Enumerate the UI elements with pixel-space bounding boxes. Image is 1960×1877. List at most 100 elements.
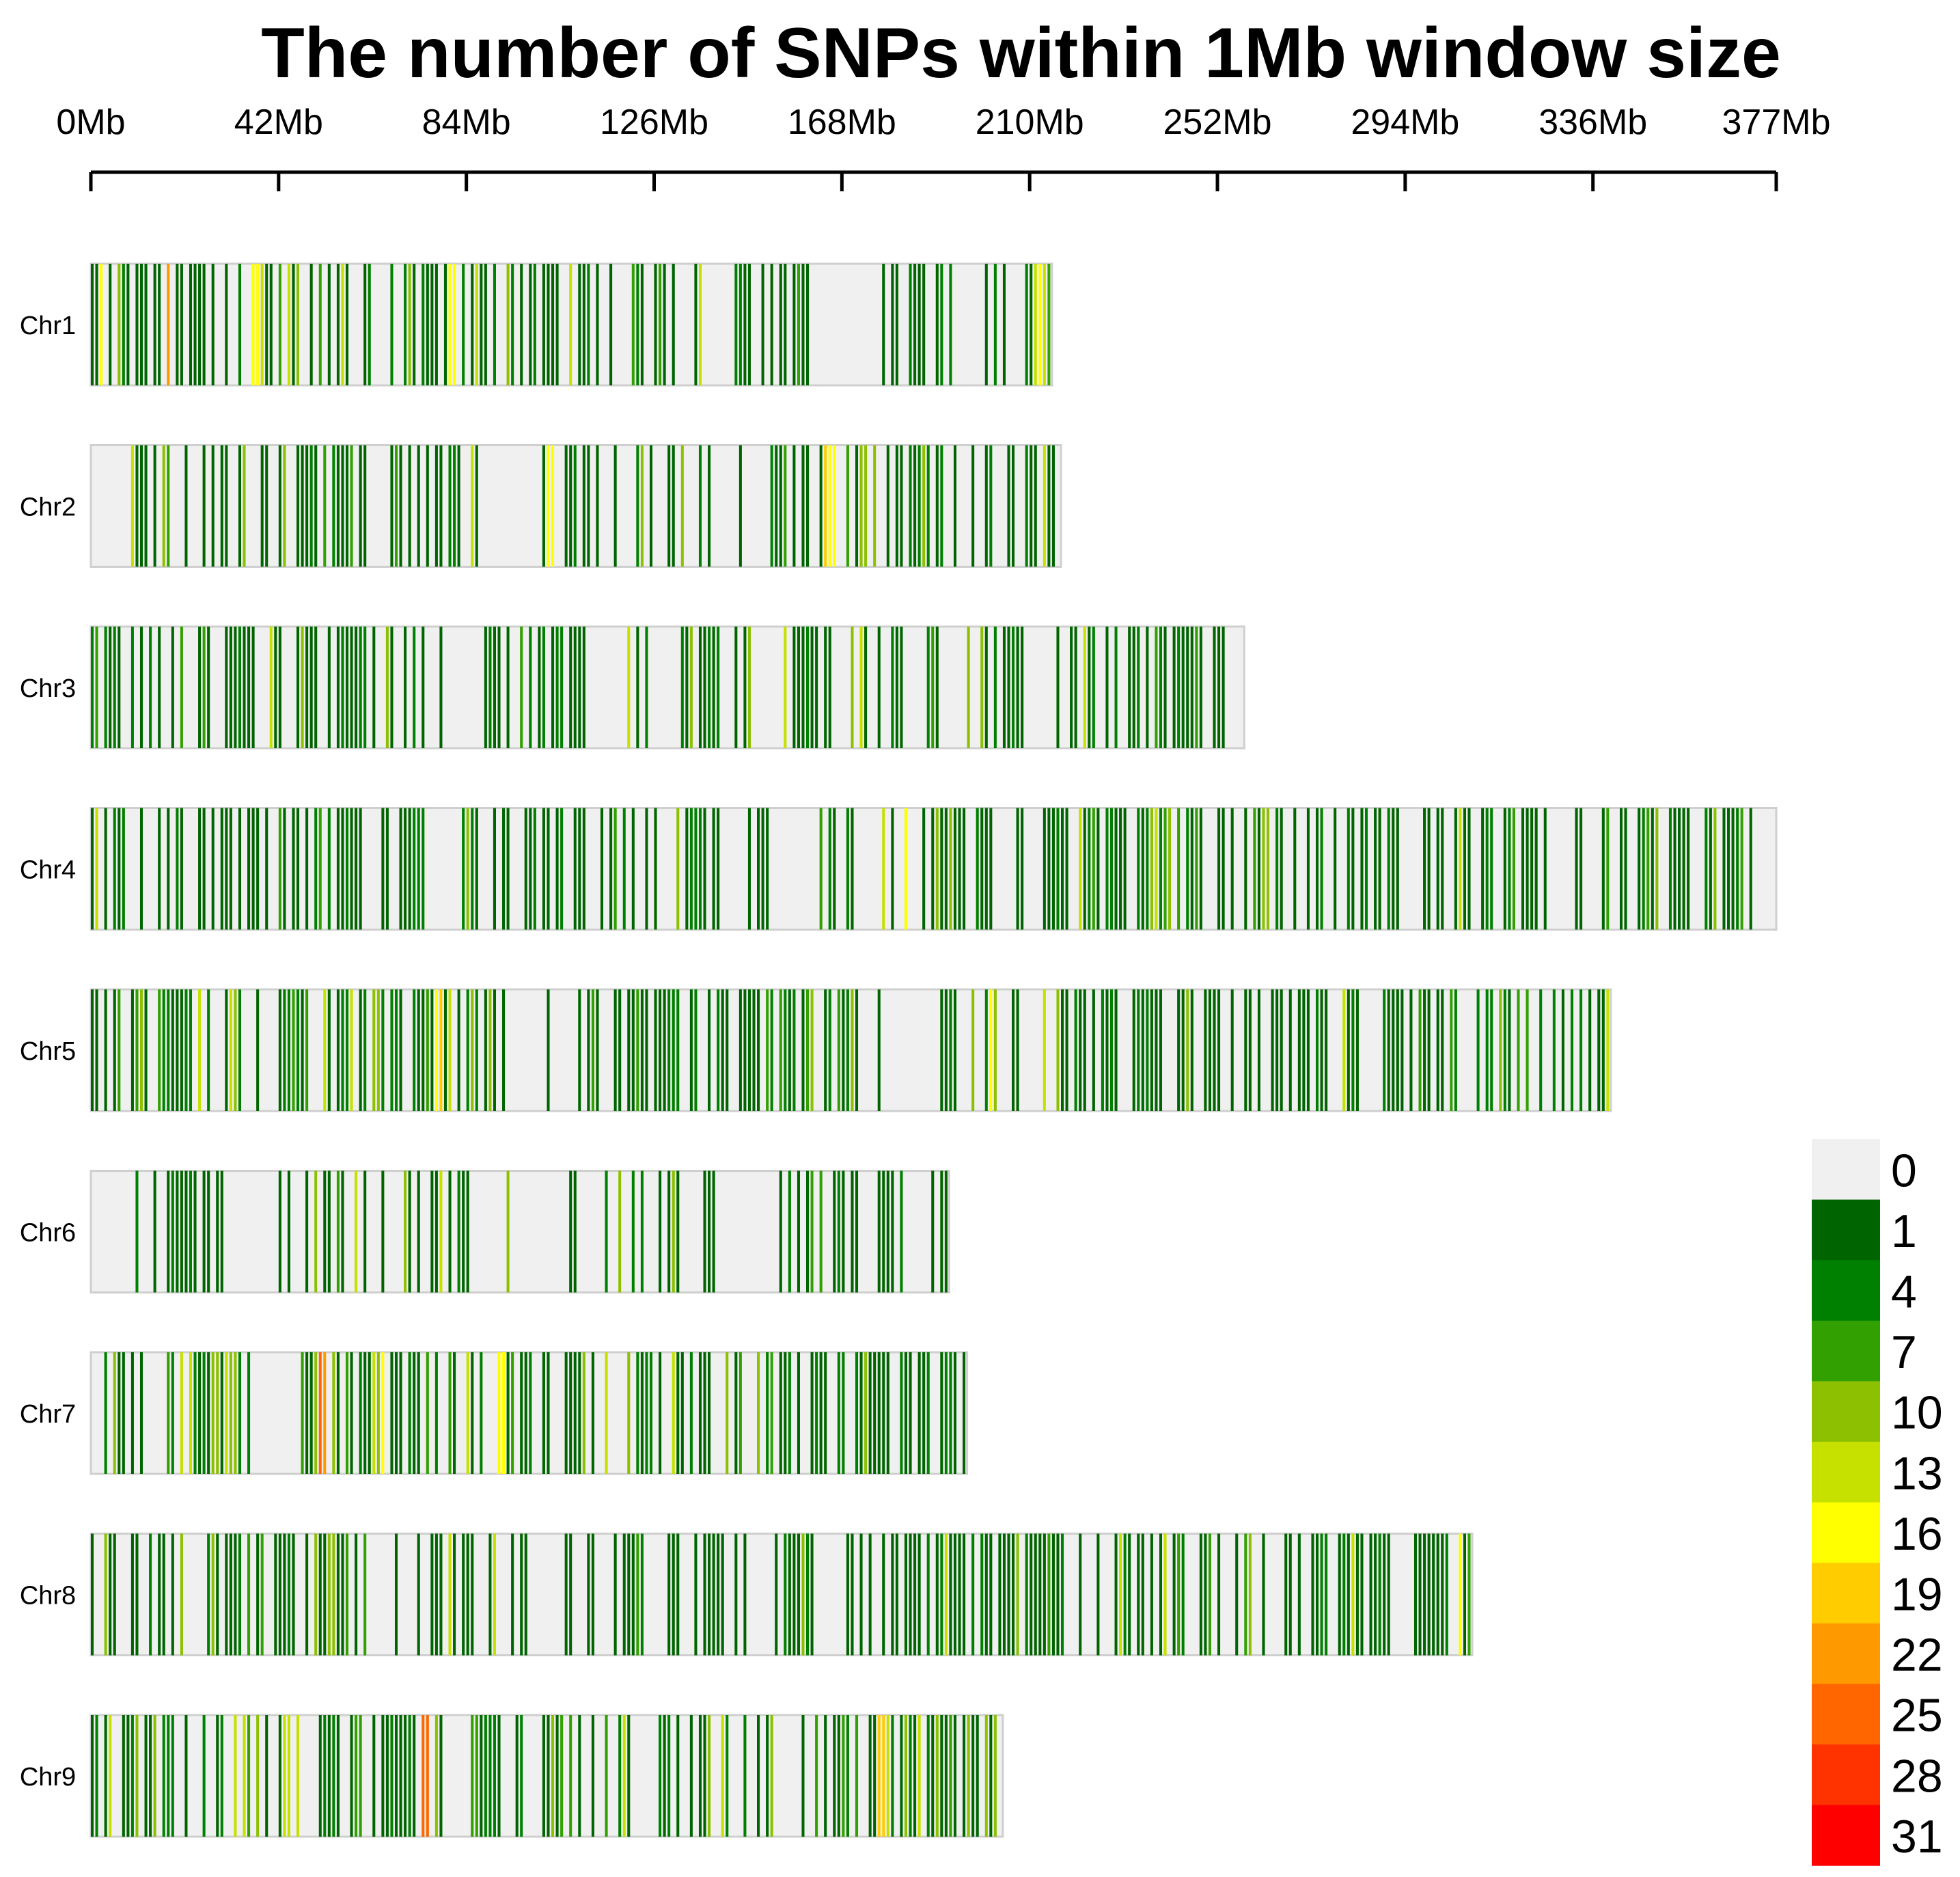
snp-bin	[1526, 989, 1529, 1111]
x-tick-label: 210Mb	[976, 102, 1084, 142]
snp-bin	[1204, 1533, 1207, 1656]
snp-bin	[1441, 1533, 1444, 1656]
snp-bin	[1713, 808, 1717, 930]
snp-bin	[582, 1352, 585, 1474]
snp-bin	[560, 808, 564, 930]
snp-bin	[1083, 989, 1086, 1111]
snp-bin	[1060, 1533, 1064, 1656]
snp-bin	[645, 989, 648, 1111]
snp-bin	[345, 445, 349, 567]
legend-label: 7	[1891, 1326, 1917, 1378]
snp-bin	[587, 445, 590, 567]
snp-bin	[439, 989, 443, 1111]
snp-bin	[801, 627, 805, 748]
snp-bin	[1534, 808, 1538, 930]
snp-bin	[792, 989, 796, 1111]
snp-bin	[247, 1352, 251, 1474]
snp-bin	[582, 627, 585, 748]
snp-bin	[118, 989, 121, 1111]
snp-bin	[913, 1533, 917, 1656]
snp-bin	[1271, 989, 1274, 1111]
snp-bin	[542, 264, 545, 385]
snp-bin	[636, 989, 639, 1111]
snp-bin	[1217, 989, 1221, 1111]
snp-bin	[404, 264, 407, 385]
snp-bin	[211, 808, 215, 930]
snp-bin	[622, 1715, 626, 1837]
snp-bin	[922, 264, 926, 385]
snp-bin	[448, 1352, 452, 1474]
snp-bin	[162, 989, 165, 1111]
snp-bin	[1181, 989, 1185, 1111]
snp-bin	[1119, 1533, 1122, 1656]
snp-bin	[757, 1715, 760, 1837]
snp-bin	[91, 627, 94, 748]
snp-bin	[963, 1352, 966, 1474]
snp-bin	[475, 264, 478, 385]
snp-bin	[1199, 627, 1202, 748]
snp-bin	[394, 445, 398, 567]
snp-bin	[900, 445, 903, 567]
snp-bin	[256, 808, 260, 930]
snp-bin	[1007, 627, 1010, 748]
snp-bin	[1342, 1533, 1346, 1656]
snp-bin	[260, 445, 264, 567]
snp-bin	[582, 445, 585, 567]
snp-bin	[314, 1352, 318, 1474]
snp-bin	[627, 1533, 631, 1656]
snp-bin	[130, 989, 134, 1111]
snp-bin	[1096, 1533, 1100, 1656]
snp-bin	[104, 1533, 107, 1656]
snp-bin	[153, 1170, 156, 1293]
snp-bin	[846, 989, 849, 1111]
snp-bin	[207, 1352, 210, 1474]
x-tick-label: 84Mb	[422, 102, 511, 142]
snp-bin	[824, 1352, 827, 1474]
snp-bin	[1347, 1533, 1350, 1656]
snp-bin	[1275, 808, 1279, 930]
snp-bin	[220, 445, 223, 567]
snp-bin	[1450, 989, 1453, 1111]
snp-bin	[1727, 808, 1730, 930]
snp-bin	[139, 264, 143, 385]
snp-bin	[341, 445, 344, 567]
snp-bin	[917, 1715, 921, 1837]
snp-bin	[158, 627, 161, 748]
snp-bin	[506, 627, 510, 748]
snp-bin	[868, 1533, 872, 1656]
snp-bin	[1137, 627, 1140, 748]
snp-bin	[1034, 264, 1037, 385]
snp-bin	[283, 445, 286, 567]
snp-bin	[1119, 808, 1122, 930]
snp-bin	[801, 264, 805, 385]
snp-bin	[434, 1352, 438, 1474]
snp-bin	[229, 1352, 232, 1474]
snp-bin	[569, 445, 572, 567]
snp-bin	[488, 627, 492, 748]
snp-bin	[122, 1715, 125, 1837]
snp-bin	[935, 1533, 939, 1656]
snp-bin	[708, 1352, 711, 1474]
snp-bin	[1043, 264, 1046, 385]
snp-bin	[757, 808, 760, 930]
snp-bin	[430, 1533, 434, 1656]
snp-bin	[234, 1352, 237, 1474]
snp-bin	[220, 1352, 223, 1474]
snp-bin	[819, 1170, 823, 1293]
snp-bin	[104, 627, 107, 748]
snp-bin	[202, 1715, 206, 1837]
snp-bin	[1217, 1533, 1221, 1656]
snp-bin	[413, 1715, 416, 1837]
snp-bin	[1016, 808, 1019, 930]
snp-bin	[721, 1715, 724, 1837]
snp-bin	[1150, 1533, 1153, 1656]
snp-bin	[667, 1170, 671, 1293]
snp-bin	[1204, 989, 1207, 1111]
snp-bin	[520, 1533, 523, 1656]
snp-bin	[1355, 989, 1359, 1111]
snp-bin	[198, 1352, 202, 1474]
snp-bin	[434, 1715, 438, 1837]
snp-bin	[1181, 627, 1185, 748]
snp-bin	[1409, 989, 1413, 1111]
snp-bin	[135, 1533, 139, 1656]
